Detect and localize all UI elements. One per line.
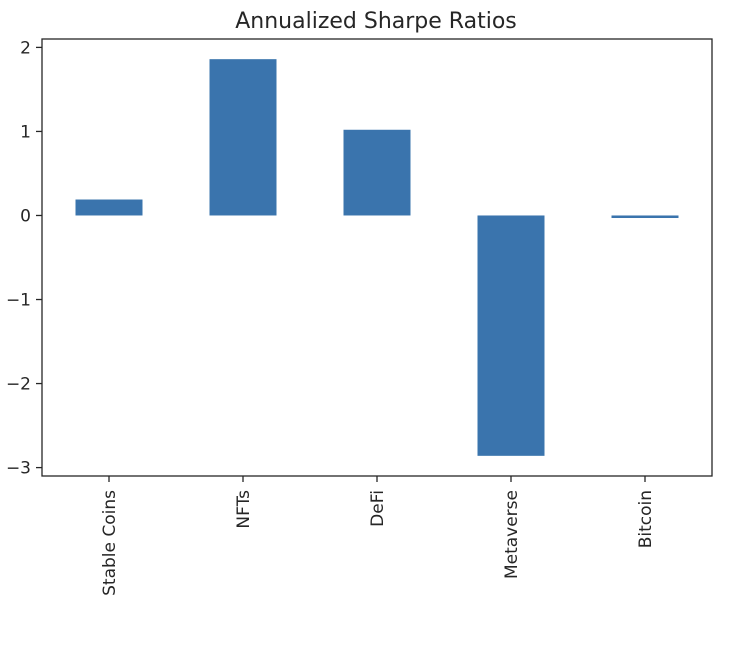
plot-frame [41, 38, 713, 477]
x-axis: Stable Coins NFTs DeFi Metaverse Bitcoin [100, 476, 656, 596]
bar-metaverse [477, 215, 545, 456]
y-tick-label: −3 [6, 459, 31, 479]
x-tick-label: Metaverse [502, 490, 522, 579]
x-tick-label: NFTs [234, 490, 254, 529]
y-tick-label: 2 [20, 38, 31, 58]
y-tick-label: −1 [6, 291, 31, 311]
y-tick-label: 1 [20, 122, 31, 142]
y-axis: 2 1 0 −1 −2 −3 [6, 38, 42, 479]
chart-title: Annualized Sharpe Ratios [235, 9, 517, 34]
bar-stable-coins [75, 199, 143, 216]
x-tick-label: Bitcoin [636, 490, 656, 548]
bar-bitcoin [611, 215, 679, 219]
y-tick-label: −2 [6, 375, 31, 395]
bar-defi [343, 129, 411, 216]
x-tick-label: Stable Coins [100, 490, 120, 596]
bars-layer [75, 59, 679, 456]
y-tick-label: 0 [20, 206, 31, 226]
x-tick-label: DeFi [368, 490, 388, 527]
bar-nfts [209, 59, 277, 216]
